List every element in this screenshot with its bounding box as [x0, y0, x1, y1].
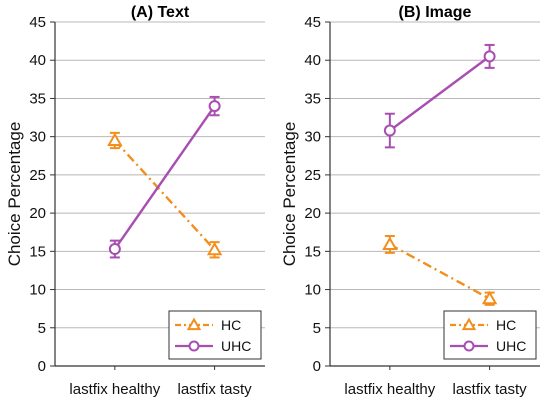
data-point-hc — [107, 132, 123, 146]
legend-label-hc: HC — [496, 317, 516, 333]
y-tick-label: 10 — [304, 282, 321, 299]
y-tick-label: 0 — [38, 358, 46, 375]
y-tick-label: 25 — [304, 167, 321, 184]
y-tick-label: 15 — [29, 243, 46, 260]
data-point-uhc — [383, 124, 396, 137]
y-tick-label: 45 — [304, 14, 321, 31]
y-tick-label: 15 — [304, 243, 321, 260]
y-tick-label: 10 — [29, 282, 46, 299]
y-tick-label: 45 — [29, 14, 46, 31]
panel-title: (A) Text — [131, 4, 190, 21]
legend: HC UHC — [168, 310, 262, 360]
y-tick-label: 0 — [313, 358, 321, 375]
legend-marker-hc — [461, 317, 477, 331]
data-point-uhc — [208, 100, 221, 113]
y-tick-label: 20 — [29, 205, 46, 222]
y-tick-label: 20 — [304, 205, 321, 222]
data-point-hc — [481, 290, 498, 305]
y-tick-label: 35 — [29, 90, 46, 107]
y-axis-title: Choice Percentage — [5, 122, 24, 267]
y-axis-title: Choice Percentage — [280, 122, 299, 267]
series-line-uhc — [113, 105, 216, 250]
series-line-hc — [389, 243, 491, 300]
data-point-hc — [382, 236, 398, 250]
legend-marker-uhc — [188, 340, 200, 352]
y-tick-label: 5 — [313, 320, 321, 337]
legend-label-hc: HC — [221, 317, 241, 333]
y-tick-label: 30 — [29, 129, 46, 146]
data-point-uhc — [108, 243, 121, 256]
x-tick-label: lastfix healthy — [69, 381, 160, 398]
data-point-uhc — [483, 50, 496, 63]
panel-b: 0 5 10 15 20 25 30 35 40 45 lastfix healthy lastfix… — [280, 4, 540, 398]
y-tick-label: 30 — [304, 129, 321, 146]
y-tick-label: 35 — [304, 90, 321, 107]
legend-marker-hc — [186, 317, 202, 331]
data-point-hc — [206, 241, 223, 256]
legend: HC UHC — [443, 310, 537, 360]
legend-box — [168, 310, 262, 360]
legend-label-uhc: UHC — [221, 338, 251, 354]
panel-a: 0 5 10 15 20 25 30 35 40 45 lastfix healthy lastfix… — [5, 4, 265, 398]
series-hc — [382, 235, 498, 306]
legend-label-uhc: UHC — [496, 338, 526, 354]
y-tick-label: 5 — [38, 320, 46, 337]
series-hc — [107, 131, 223, 259]
y-tick-label: 40 — [29, 52, 46, 69]
y-tick-label: 40 — [304, 52, 321, 69]
series-line-uhc — [389, 55, 491, 132]
y-tick-label: 25 — [29, 167, 46, 184]
legend-marker-uhc — [463, 340, 475, 352]
x-tick-label: lastfix tasty — [453, 381, 528, 398]
legend-box — [443, 310, 537, 360]
x-tick-label: lastfix tasty — [178, 381, 253, 398]
series-line-hc — [113, 139, 216, 251]
series-uhc — [383, 43, 496, 149]
x-tick-label: lastfix healthy — [344, 381, 435, 398]
series-uhc — [108, 95, 221, 259]
panel-title: (B) Image — [399, 4, 472, 21]
